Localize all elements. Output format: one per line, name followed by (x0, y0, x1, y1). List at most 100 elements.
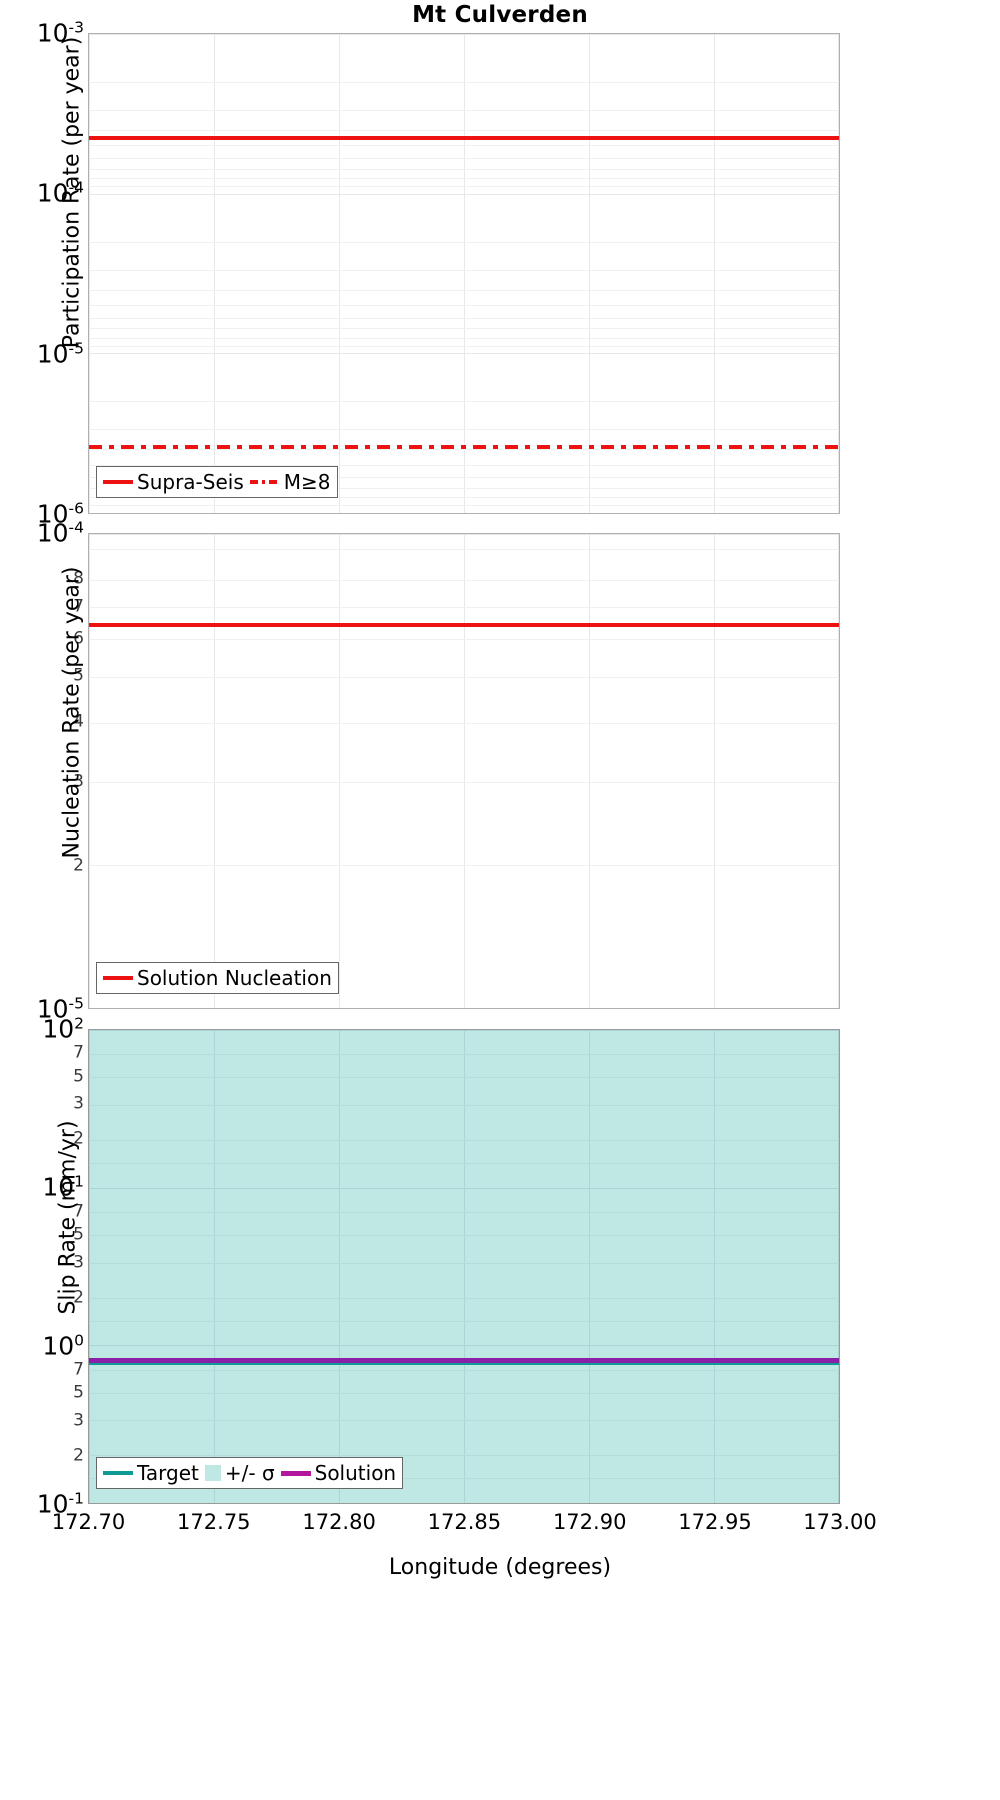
y-tick-label: 10-1 (36, 1489, 84, 1519)
legend-nucleation-rate[interactable]: Solution Nucleation (96, 962, 339, 994)
y-tick-label-minor: 2 (73, 1445, 84, 1466)
gridline-h-minor (89, 1212, 839, 1214)
series-line-supra-seis (89, 135, 839, 140)
gridline-h-minor (89, 579, 839, 581)
gridline-h-minor (89, 607, 839, 609)
gridline-h (89, 1008, 839, 1009)
y-tick-label: 10-4 (36, 518, 84, 548)
gridline-h-minor (89, 158, 839, 159)
panel-participation-rate (88, 33, 840, 514)
gridline-h (89, 1503, 839, 1504)
gridline-h-minor (89, 505, 839, 507)
y-tick-label-minor: 3 (73, 1252, 84, 1273)
gridline-h-minor (89, 1392, 839, 1394)
y-axis-ticks-slip-rate: 102 7 5 3 2 101 7 5 3 2 100 7 5 3 2 10-1 (0, 1016, 84, 1517)
y-tick-label: 100 (42, 1331, 84, 1361)
y-tick-label: 101 (42, 1172, 84, 1202)
gridline-h-minor (89, 497, 839, 499)
legend-label: M≥8 (283, 470, 331, 494)
gridline-h-minor (89, 865, 839, 867)
legend-entry-solution-nucleation[interactable]: Solution Nucleation (103, 966, 332, 990)
legend-label: Solution Nucleation (137, 966, 332, 990)
y-tick-label-minor: 3 (73, 1093, 84, 1114)
gridline-v (214, 1030, 216, 1503)
y-axis-title-slip-rate: Slip Rate (mm/yr) (55, 1120, 81, 1315)
x-tick-label: 173.00 (803, 1510, 877, 1534)
gridline-h-minor (89, 129, 839, 131)
x-axis-ticks: 172.70 172.75 172.80 172.85 172.90 172.9… (0, 1510, 1000, 1540)
gridline-h-minor (89, 186, 839, 188)
gridline-h-minor (89, 289, 839, 291)
legend-entry-sigma-band[interactable]: +/- σ (204, 1461, 275, 1485)
x-tick-label: 172.90 (552, 1510, 627, 1534)
gridline-h-minor (89, 82, 839, 84)
series-line-solution-nucleation (89, 622, 839, 627)
gridline-h-minor (89, 1140, 839, 1142)
legend-entry-solution[interactable]: Solution (280, 1461, 397, 1485)
gridline-v (838, 1030, 839, 1503)
x-tick-label: 172.85 (427, 1510, 502, 1534)
legend-label: Solution (314, 1461, 397, 1485)
gridline-v (339, 34, 341, 513)
line-swatch-icon (103, 976, 133, 980)
legend-entry-m-ge-8[interactable]: M≥8 (249, 470, 331, 494)
y-tick-label: 10-5 (36, 339, 84, 369)
gridline-v (89, 34, 91, 513)
gridline-h-minor (89, 145, 839, 147)
plot-area-slip-rate (89, 1030, 839, 1503)
y-tick-label-minor: 2 (73, 1287, 84, 1308)
y-tick-label-minor: 7 (73, 1359, 84, 1380)
gridline-h-minor (89, 328, 839, 330)
gridline-v (89, 534, 91, 1008)
gridline-v (464, 534, 466, 1008)
x-tick-label: 172.75 (177, 1510, 251, 1534)
gridline-h-minor (89, 1297, 839, 1299)
y-tick-label-minor: 7 (73, 596, 84, 617)
gridline-h-minor (89, 110, 839, 112)
gridline-h-minor (89, 1455, 839, 1457)
y-tick-label-minor: 2 (73, 855, 84, 876)
gridline-h-minor (89, 269, 839, 271)
y-axis-ticks-nucleation-rate: 10-4 8 7 6 5 4 3 2 10-5 (0, 520, 84, 1022)
gridline-h-minor (89, 241, 839, 243)
gridline-h-minor (89, 1262, 839, 1264)
x-tick-label: 172.80 (302, 1510, 376, 1534)
panel-nucleation-rate (88, 533, 840, 1009)
gridline-h (89, 1030, 839, 1031)
gridline-h-minor (89, 1420, 839, 1422)
legend-slip-rate[interactable]: Target +/- σ Solution (96, 1457, 404, 1489)
gridline-h (89, 534, 839, 535)
legend-entry-target[interactable]: Target (103, 1461, 199, 1485)
legend-entry-supra-seis[interactable]: Supra-Seis (103, 470, 244, 494)
y-tick-label: 10-3 (36, 18, 84, 48)
panel-slip-rate (88, 1029, 840, 1504)
gridline-h-minor (89, 464, 839, 466)
line-swatch-icon (103, 480, 133, 484)
gridline-h-minor (89, 429, 839, 431)
y-tick-label-minor: 5 (73, 1224, 84, 1245)
gridline-v (714, 34, 716, 513)
gridline-v (714, 534, 716, 1008)
legend-participation-rate[interactable]: Supra-Seis M≥8 (96, 466, 338, 498)
y-tick-label: 10-6 (36, 499, 84, 529)
line-swatch-icon (103, 1471, 133, 1475)
gridline-h-minor (89, 781, 839, 783)
y-tick-label-minor: 4 (73, 711, 84, 732)
gridline-v (714, 1030, 716, 1503)
gridline-v (589, 1030, 591, 1503)
y-tick-label: 10-4 (36, 178, 84, 208)
y-axis-ticks-participation-rate: 10-3 10-4 10-5 10-6 (0, 20, 84, 527)
gridline-h-minor (89, 177, 839, 179)
gridline-h-minor (89, 1478, 839, 1480)
gridline-h-minor (89, 477, 839, 479)
gridline-h-minor (89, 1163, 839, 1164)
y-tick-label-minor: 3 (73, 771, 84, 792)
gridline-h (89, 353, 839, 355)
gridline-h-minor (89, 676, 839, 678)
y-tick-label-minor: 7 (73, 1201, 84, 1222)
legend-label: Supra-Seis (137, 470, 244, 494)
y-tick-label-minor: 2 (73, 1128, 84, 1149)
y-tick-label-minor: 3 (73, 1410, 84, 1431)
gridline-v (464, 1030, 466, 1503)
